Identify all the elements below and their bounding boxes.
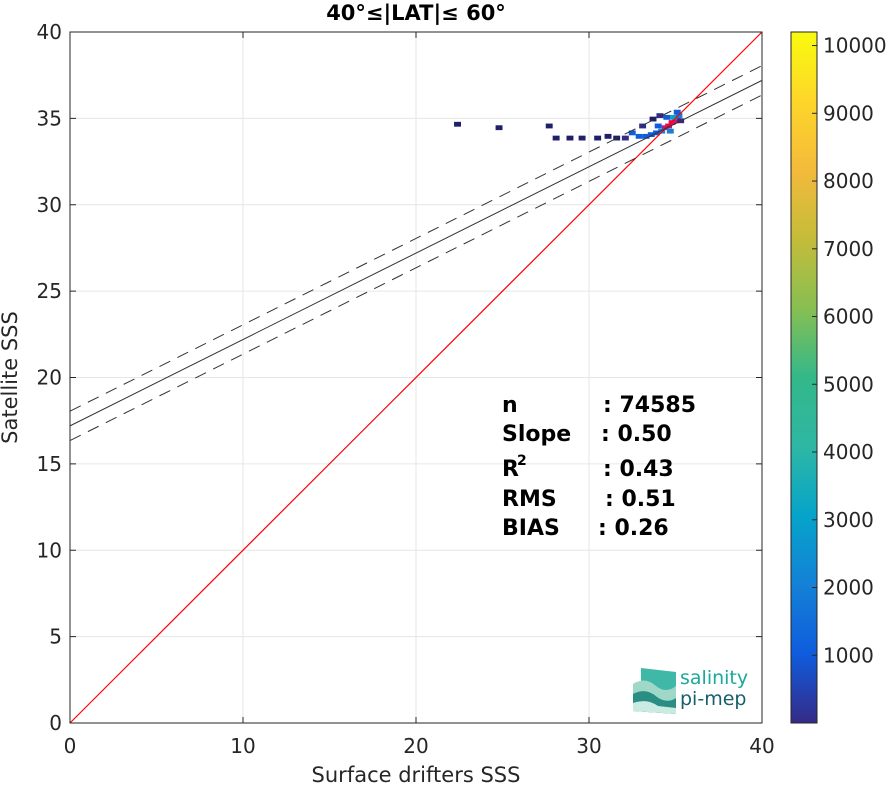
density-bin bbox=[552, 135, 560, 141]
stat-slope-value: : 0.50 bbox=[601, 422, 672, 447]
stats-box: n : 74585 Slope : 0.50 R 2 : 0.43 RMS : … bbox=[502, 393, 696, 541]
density-bin bbox=[628, 130, 636, 136]
y-tick-label: 15 bbox=[37, 452, 62, 476]
y-tick-label: 5 bbox=[49, 625, 62, 649]
x-axis-label: Surface drifters SSS bbox=[312, 763, 521, 786]
colorbar-tick-label: 9000 bbox=[823, 101, 874, 125]
colorbar-tick-label: 2000 bbox=[823, 576, 874, 600]
regression-upper-bound bbox=[69, 65, 763, 412]
stat-n-value: : 74585 bbox=[603, 393, 696, 418]
y-tick-label: 35 bbox=[37, 106, 62, 130]
colorbar-ticks: 1000 2000 3000 4000 5000 6000 7000 8000 9000 1000… bbox=[812, 34, 887, 667]
density-bin bbox=[545, 123, 553, 129]
stat-rms-value: : 0.51 bbox=[605, 487, 676, 512]
fit-lines bbox=[69, 31, 763, 724]
density-bin bbox=[649, 116, 657, 122]
logo-text-salinity: salinity bbox=[680, 667, 748, 689]
x-tick-label: 20 bbox=[403, 734, 428, 758]
density-bin bbox=[594, 135, 602, 141]
colorbar-tick-label: 3000 bbox=[823, 508, 874, 532]
stat-bias-label: BIAS bbox=[502, 516, 560, 541]
colorbar-tick-label: 4000 bbox=[823, 440, 874, 464]
y-tick-label: 10 bbox=[37, 538, 62, 562]
wave-logo-icon bbox=[633, 668, 676, 714]
colorbar-tick-label: 8000 bbox=[823, 169, 874, 193]
one-to-one-line bbox=[69, 31, 763, 724]
density-bin bbox=[658, 128, 666, 134]
stat-slope-label: Slope bbox=[502, 422, 571, 447]
colorbar-tick-label: 6000 bbox=[823, 305, 874, 329]
y-tick-label: 0 bbox=[49, 711, 62, 735]
y-tick-label: 25 bbox=[37, 279, 62, 303]
y-tick-label: 20 bbox=[37, 366, 62, 390]
regression-line bbox=[69, 79, 763, 427]
x-tick-label: 30 bbox=[576, 734, 601, 758]
colorbar bbox=[790, 31, 818, 724]
density-bin bbox=[656, 113, 664, 119]
density-bin bbox=[654, 123, 662, 129]
stat-bias-value: : 0.26 bbox=[598, 516, 669, 541]
regression-lower-bound bbox=[69, 94, 763, 442]
density-bin bbox=[578, 135, 586, 141]
colorbar-tick-label: 10000 bbox=[823, 34, 887, 58]
colorbar-tick-label: 1000 bbox=[823, 643, 874, 667]
density-bin bbox=[647, 132, 655, 138]
density-bin bbox=[663, 114, 671, 120]
density-bin bbox=[670, 114, 678, 120]
colorbar-tick-label: 5000 bbox=[823, 372, 874, 396]
stat-n-label: n bbox=[502, 393, 518, 418]
density-bin bbox=[639, 123, 647, 129]
y-tick-label: 40 bbox=[37, 20, 62, 44]
y-tick-label: 30 bbox=[37, 193, 62, 217]
stat-rms-label: RMS bbox=[502, 487, 557, 512]
density-bin bbox=[454, 121, 461, 127]
density-bin bbox=[604, 133, 612, 139]
stat-r2-superscript: 2 bbox=[517, 453, 527, 469]
stat-r2-label: R bbox=[502, 457, 519, 482]
density-bin bbox=[673, 109, 681, 115]
stat-r2-value: : 0.43 bbox=[603, 457, 674, 482]
salinity-pi-mep-logo: salinity pi-mep bbox=[633, 667, 748, 714]
density-bin bbox=[635, 133, 643, 139]
x-tick-label: 40 bbox=[749, 734, 774, 758]
density-bin bbox=[621, 135, 629, 141]
y-axis-ticks: 0 5 10 15 20 25 30 35 40 bbox=[37, 20, 762, 735]
density-bin bbox=[495, 125, 503, 131]
density-bin bbox=[666, 128, 674, 134]
x-axis-ticks: 0 10 20 30 40 bbox=[64, 32, 775, 758]
x-tick-label: 10 bbox=[230, 734, 255, 758]
density-bin bbox=[642, 133, 650, 139]
chart-title: 40°≤|LAT|≤ 60° bbox=[326, 1, 506, 26]
colorbar-tick-label: 7000 bbox=[823, 237, 874, 261]
x-tick-label: 0 bbox=[64, 734, 77, 758]
density-bin bbox=[566, 135, 574, 141]
y-axis-label: Satellite SSS bbox=[0, 311, 22, 444]
logo-text-pi-mep: pi-mep bbox=[680, 688, 746, 710]
density-bin bbox=[661, 125, 669, 131]
